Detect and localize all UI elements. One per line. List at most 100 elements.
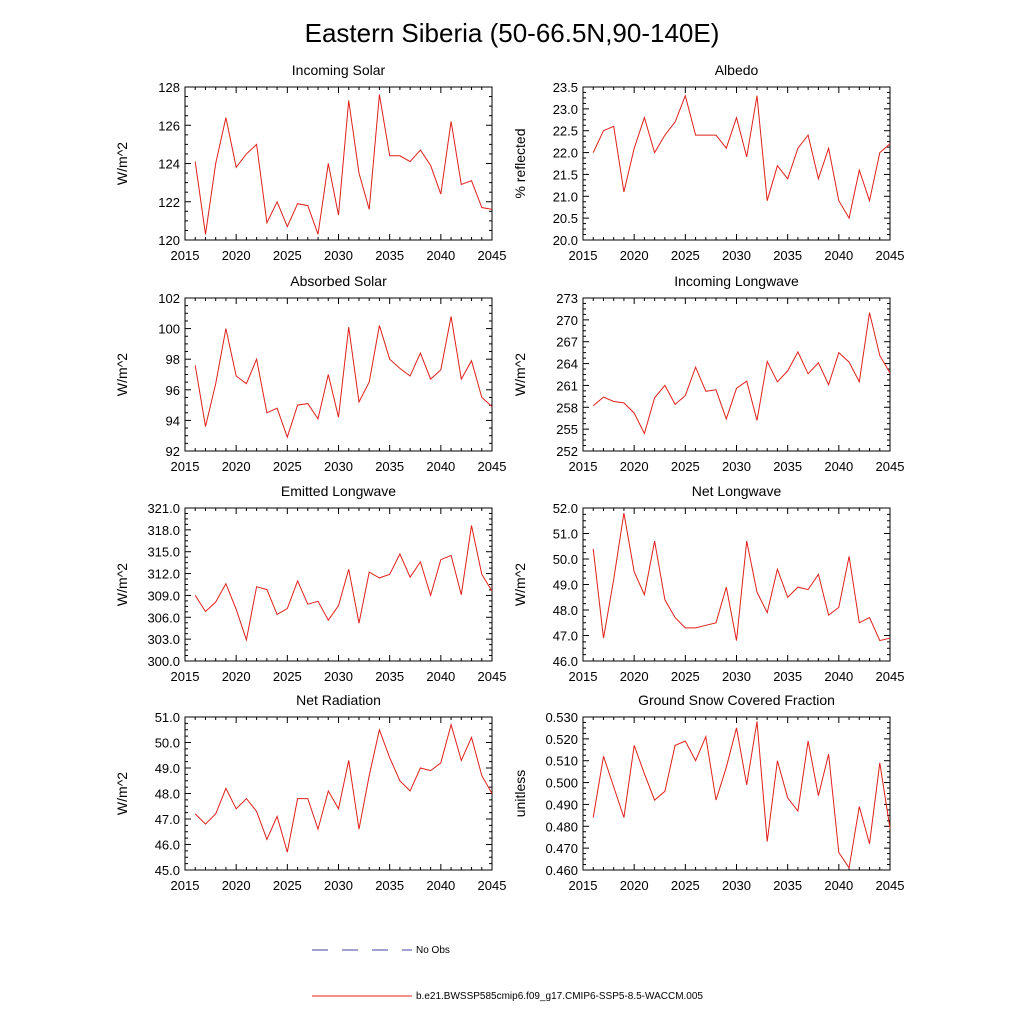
x-tick-label: 2030 (324, 459, 353, 474)
x-tick-label: 2025 (273, 878, 302, 893)
series-line-model-run (194, 316, 493, 439)
y-tick-label: 273 (556, 291, 578, 306)
x-tick-label: 2020 (222, 459, 251, 474)
series-line-model-run (194, 722, 493, 853)
x-tick-label: 2045 (876, 669, 905, 684)
y-tick-label: 0.480 (545, 819, 578, 834)
x-tick-label: 2045 (478, 878, 507, 893)
y-tick-label: 48.0 (155, 787, 180, 802)
x-tick-label: 2030 (324, 248, 353, 263)
x-tick-label: 2030 (722, 248, 751, 263)
x-tick-label: 2025 (671, 248, 700, 263)
panel-title: Ground Snow Covered Fraction (638, 692, 835, 708)
y-axis-label: W/m^2 (114, 142, 130, 185)
x-tick-label: 2035 (773, 248, 802, 263)
y-tick-label: 264 (556, 357, 578, 372)
y-tick-label: 300.0 (147, 654, 180, 669)
y-tick-label: 0.460 (545, 863, 578, 878)
y-tick-label: 312.0 (147, 567, 180, 582)
x-tick-label: 2025 (671, 669, 700, 684)
legend: No Obs b.e21.BWSSP585cmip6.f09_g17.CMIP6… (312, 945, 703, 1002)
plot-frame (184, 507, 493, 662)
y-tick-label: 0.510 (545, 754, 578, 769)
x-tick-label: 2035 (375, 459, 404, 474)
series-line-model-run (592, 94, 891, 220)
y-tick-label: 315.0 (147, 545, 180, 560)
y-axis-label: W/m^2 (512, 353, 528, 396)
x-tick-label: 2040 (426, 669, 455, 684)
y-tick-label: 0.490 (545, 797, 578, 812)
y-tick-label: 270 (556, 313, 578, 328)
panel-albedo: Albedo % reflected 2015 2020 2025 2030 2035 204… (512, 62, 904, 263)
x-tick-label: 2030 (722, 459, 751, 474)
plot-frame (582, 716, 891, 871)
legend-label-model-run: b.e21.BWSSP585cmip6.f09_g17.CMIP6-SSP5-8… (416, 991, 703, 1002)
x-tick-label: 2040 (824, 248, 853, 263)
y-axis-label: W/m^2 (114, 563, 130, 606)
y-tick-label: 50.0 (553, 552, 578, 567)
y-axis-label: W/m^2 (512, 563, 528, 606)
y-tick-label: 261 (556, 378, 578, 393)
y-tick-label: 46.0 (155, 838, 180, 853)
y-tick-label: 0.470 (545, 841, 578, 856)
x-tick-label: 2040 (426, 459, 455, 474)
y-tick-label: 22.5 (553, 124, 578, 139)
panel-incoming-longwave: Incoming Longwave W/m^2 2015 2020 2025 2030 20… (512, 273, 904, 474)
y-tick-label: 47.0 (553, 629, 578, 644)
y-tick-label: 50.0 (155, 736, 180, 751)
y-tick-label: 92 (166, 444, 180, 459)
panel-title: Incoming Longwave (674, 273, 799, 289)
y-tick-label: 267 (556, 335, 578, 350)
y-tick-label: 124 (158, 157, 180, 172)
y-tick-label: 100 (158, 322, 180, 337)
x-tick-label: 2025 (273, 248, 302, 263)
y-tick-label: 49.0 (155, 761, 180, 776)
y-tick-label: 45.0 (155, 863, 180, 878)
x-tick-label: 2035 (375, 878, 404, 893)
y-tick-label: 20.0 (553, 233, 578, 248)
x-tick-label: 2030 (324, 878, 353, 893)
y-tick-label: 23.5 (553, 80, 578, 95)
series-line-model-run (592, 513, 891, 642)
x-tick-label: 2035 (375, 669, 404, 684)
x-tick-label: 2040 (824, 878, 853, 893)
series-line-model-run (592, 721, 891, 870)
y-tick-label: 321.0 (147, 501, 180, 516)
panel-net-longwave: Net Longwave W/m^2 2015 2020 2025 2030 2035 204… (512, 483, 904, 684)
x-tick-label: 2025 (273, 459, 302, 474)
plot-frame (582, 297, 891, 452)
panel-emitted-longwave: Emitted Longwave W/m^2 2015 2020 2025 2030 203… (114, 483, 506, 684)
y-tick-label: 21.0 (553, 189, 578, 204)
panel-absorbed-solar: Absorbed Solar W/m^2 2015 2020 2025 2030 2035 2… (114, 273, 506, 474)
x-tick-label: 2025 (273, 669, 302, 684)
y-tick-label: 318.0 (147, 523, 180, 538)
x-tick-label: 2045 (876, 878, 905, 893)
plot-frame (184, 297, 493, 452)
x-tick-label: 2015 (569, 459, 598, 474)
y-tick-label: 306.0 (147, 610, 180, 625)
x-tick-label: 2015 (171, 669, 200, 684)
x-tick-label: 2045 (876, 248, 905, 263)
y-tick-label: 94 (166, 413, 180, 428)
x-tick-label: 2040 (824, 459, 853, 474)
x-tick-label: 2025 (671, 878, 700, 893)
x-tick-label: 2035 (773, 459, 802, 474)
y-tick-label: 0.500 (545, 776, 578, 791)
panel-net-radiation: Net Radiation W/m^2 2015 2020 2025 2030 2035 20… (114, 692, 506, 893)
x-tick-label: 2045 (876, 459, 905, 474)
y-tick-label: 309.0 (147, 588, 180, 603)
y-tick-label: 49.0 (553, 578, 578, 593)
plot-frame (184, 86, 493, 241)
y-tick-label: 21.5 (553, 167, 578, 182)
y-tick-label: 0.520 (545, 732, 578, 747)
y-axis-label: W/m^2 (114, 772, 130, 815)
y-tick-label: 46.0 (553, 654, 578, 669)
x-tick-label: 2040 (426, 878, 455, 893)
y-tick-label: 98 (166, 352, 180, 367)
x-tick-label: 2020 (620, 669, 649, 684)
y-tick-label: 22.0 (553, 146, 578, 161)
y-tick-label: 23.0 (553, 102, 578, 117)
x-tick-label: 2045 (478, 459, 507, 474)
x-tick-label: 2015 (171, 878, 200, 893)
x-tick-label: 2015 (569, 248, 598, 263)
